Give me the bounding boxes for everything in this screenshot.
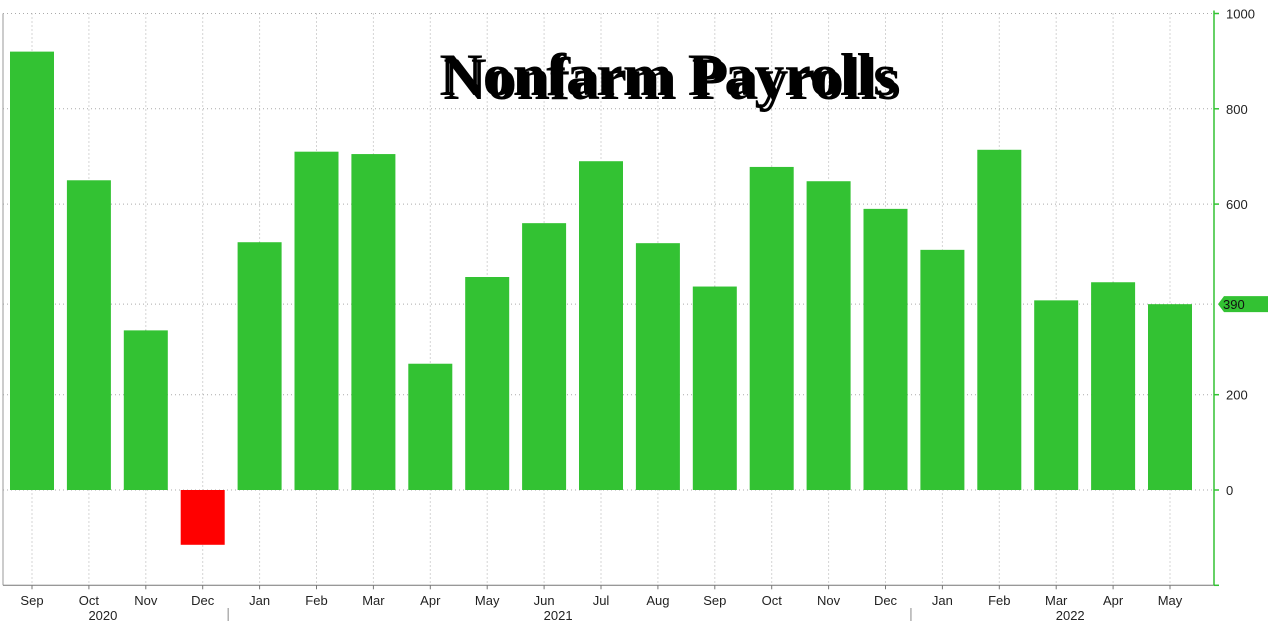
chart-title: Nonfarm Payrolls xyxy=(439,42,896,108)
x-tick-label: Oct xyxy=(79,593,100,608)
bar xyxy=(351,154,396,490)
x-tick-label: Jun xyxy=(534,593,555,608)
x-tick-label: Jan xyxy=(932,593,953,608)
bar xyxy=(977,149,1022,491)
x-tick-label: Nov xyxy=(817,593,841,608)
bar xyxy=(863,208,908,491)
bar xyxy=(920,249,965,490)
x-tick-label: Dec xyxy=(191,593,215,608)
bar xyxy=(1034,300,1079,490)
y-tick-label: 0 xyxy=(1226,483,1233,498)
x-axis: Sep Oct Nov Dec Jan Feb Mar Apr May Jun Jul Aug Sep O… xyxy=(20,585,1183,621)
x-tick-label: Sep xyxy=(20,593,43,608)
y-tick-label: 800 xyxy=(1226,102,1248,117)
x-tick-label: Oct xyxy=(762,593,783,608)
bar xyxy=(294,151,339,490)
y-tick-label: 1000 xyxy=(1226,7,1255,22)
x-tick-label: Sep xyxy=(703,593,726,608)
x-tick-label: Apr xyxy=(420,593,441,608)
bar xyxy=(749,166,794,491)
x-tick-label: May xyxy=(1158,593,1183,608)
bar xyxy=(237,242,282,490)
bar xyxy=(465,277,510,490)
year-label: 2020 xyxy=(88,608,117,621)
bar-series xyxy=(10,51,1192,545)
x-tick-label: Dec xyxy=(874,593,898,608)
x-tick-label: Feb xyxy=(305,593,327,608)
bar xyxy=(1091,282,1136,490)
last-value-tag-label: 390 xyxy=(1223,297,1245,312)
bar xyxy=(635,243,680,490)
x-tick-label: Nov xyxy=(134,593,158,608)
year-label: 2022 xyxy=(1056,608,1085,621)
bar xyxy=(579,161,623,490)
bar xyxy=(522,223,567,490)
bar xyxy=(10,51,54,491)
y-tick-label: 200 xyxy=(1226,388,1248,403)
x-tick-label: Feb xyxy=(988,593,1010,608)
x-tick-label: Aug xyxy=(646,593,669,608)
x-tick-label: Mar xyxy=(362,593,385,608)
x-tick-label: Mar xyxy=(1045,593,1068,608)
bar xyxy=(1148,304,1192,490)
y-tick-label: 600 xyxy=(1226,197,1248,212)
y-axis: 0 200 600 800 1000 390 xyxy=(1213,7,1268,587)
year-label: 2021 xyxy=(544,608,573,621)
bar xyxy=(806,181,851,490)
chart-title-shadow: Nonfarm Payrolls xyxy=(443,46,900,112)
bar xyxy=(66,180,111,490)
bar xyxy=(692,286,737,490)
bar xyxy=(180,490,225,545)
x-tick-label: Jan xyxy=(249,593,270,608)
bar xyxy=(123,330,168,490)
last-value-tag xyxy=(1218,296,1268,313)
x-tick-label: Jul xyxy=(593,593,610,608)
bar xyxy=(408,363,453,490)
x-tick-label: Apr xyxy=(1103,593,1124,608)
x-tick-label: May xyxy=(475,593,500,608)
